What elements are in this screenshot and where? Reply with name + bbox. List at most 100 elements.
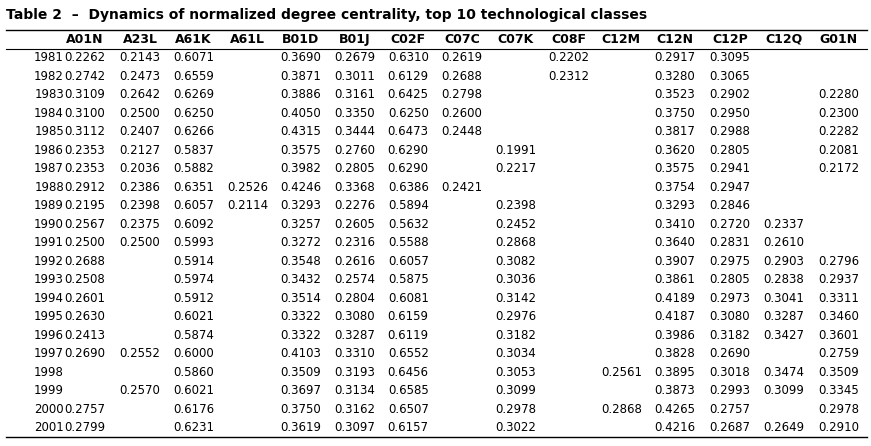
Text: 1991: 1991	[34, 236, 64, 249]
Text: 1998: 1998	[34, 366, 64, 379]
Text: 0.6266: 0.6266	[173, 125, 214, 138]
Text: 0.3861: 0.3861	[654, 273, 695, 286]
Text: 0.2202: 0.2202	[549, 51, 590, 64]
Text: 1982: 1982	[34, 70, 64, 83]
Text: 0.3986: 0.3986	[654, 329, 695, 342]
Text: 0.2114: 0.2114	[226, 199, 268, 212]
Text: C12N: C12N	[657, 33, 693, 46]
Text: 0.3142: 0.3142	[495, 292, 536, 305]
Text: 0.2947: 0.2947	[710, 181, 751, 194]
Text: 0.3311: 0.3311	[818, 292, 859, 305]
Text: A61L: A61L	[230, 33, 265, 46]
Text: 0.6559: 0.6559	[173, 70, 214, 83]
Text: 0.6231: 0.6231	[173, 421, 214, 434]
Text: 0.4103: 0.4103	[280, 347, 321, 360]
Text: 0.4187: 0.4187	[654, 310, 695, 323]
Text: 0.2316: 0.2316	[334, 236, 375, 249]
Text: 0.2552: 0.2552	[119, 347, 160, 360]
Text: 0.3109: 0.3109	[64, 88, 105, 101]
Text: 0.2973: 0.2973	[710, 292, 751, 305]
Text: 0.2421: 0.2421	[442, 181, 483, 194]
Text: 0.2912: 0.2912	[64, 181, 105, 194]
Text: 0.2353: 0.2353	[64, 162, 105, 175]
Text: 0.3509: 0.3509	[819, 366, 859, 379]
Text: 0.2386: 0.2386	[119, 181, 160, 194]
Text: C02F: C02F	[391, 33, 426, 46]
Text: 1995: 1995	[34, 310, 64, 323]
Text: 0.2757: 0.2757	[710, 403, 751, 416]
Text: 0.2448: 0.2448	[442, 125, 483, 138]
Text: 0.5914: 0.5914	[173, 255, 214, 268]
Text: 1999: 1999	[34, 384, 64, 397]
Text: 0.2407: 0.2407	[119, 125, 160, 138]
Text: 0.2616: 0.2616	[334, 255, 375, 268]
Text: 0.3640: 0.3640	[654, 236, 695, 249]
Text: 0.3097: 0.3097	[334, 421, 375, 434]
Text: 0.3034: 0.3034	[495, 347, 536, 360]
Text: 0.3444: 0.3444	[334, 125, 375, 138]
Text: 0.3514: 0.3514	[280, 292, 321, 305]
Text: 0.3080: 0.3080	[710, 310, 750, 323]
Text: 0.2600: 0.2600	[442, 107, 483, 120]
Text: 0.3873: 0.3873	[654, 384, 695, 397]
Text: 0.2375: 0.2375	[119, 218, 160, 231]
Text: 0.2500: 0.2500	[64, 236, 105, 249]
Text: 0.6250: 0.6250	[173, 107, 214, 120]
Text: 0.6092: 0.6092	[173, 218, 214, 231]
Text: 2001: 2001	[34, 421, 64, 434]
Text: 0.2846: 0.2846	[710, 199, 751, 212]
Text: 0.5837: 0.5837	[173, 144, 214, 157]
Text: 0.6057: 0.6057	[173, 199, 214, 212]
Text: 0.6000: 0.6000	[173, 347, 214, 360]
Text: 0.2831: 0.2831	[710, 236, 751, 249]
Text: 0.2398: 0.2398	[119, 199, 160, 212]
Text: 0.3193: 0.3193	[334, 366, 375, 379]
Text: Table 2  –  Dynamics of normalized degree centrality, top 10 technological class: Table 2 – Dynamics of normalized degree …	[6, 8, 647, 22]
Text: 0.2917: 0.2917	[654, 51, 695, 64]
Text: 0.3523: 0.3523	[654, 88, 695, 101]
Text: B01J: B01J	[339, 33, 370, 46]
Text: 1988: 1988	[34, 181, 64, 194]
Text: 0.3036: 0.3036	[495, 273, 536, 286]
Text: 0.6021: 0.6021	[173, 310, 214, 323]
Text: 0.3575: 0.3575	[654, 162, 695, 175]
Text: 0.2757: 0.2757	[64, 403, 105, 416]
Text: 0.3754: 0.3754	[654, 181, 695, 194]
Text: 0.2688: 0.2688	[442, 70, 483, 83]
Text: 0.2630: 0.2630	[64, 310, 105, 323]
Text: 0.3460: 0.3460	[818, 310, 859, 323]
Text: 0.2988: 0.2988	[710, 125, 751, 138]
Text: 0.2993: 0.2993	[710, 384, 751, 397]
Text: 0.2127: 0.2127	[119, 144, 160, 157]
Text: 0.3345: 0.3345	[819, 384, 859, 397]
Text: 0.3022: 0.3022	[495, 421, 536, 434]
Text: 0.3162: 0.3162	[334, 403, 375, 416]
Text: 1987: 1987	[34, 162, 64, 175]
Text: 0.2760: 0.2760	[334, 144, 375, 157]
Text: 0.5632: 0.5632	[388, 218, 429, 231]
Text: 0.3817: 0.3817	[654, 125, 695, 138]
Text: 0.2574: 0.2574	[334, 273, 375, 286]
Text: A01N: A01N	[66, 33, 104, 46]
Text: 1997: 1997	[34, 347, 64, 360]
Text: 0.2805: 0.2805	[710, 144, 751, 157]
Text: 0.2903: 0.2903	[763, 255, 804, 268]
Text: 0.2838: 0.2838	[763, 273, 804, 286]
Text: 0.2690: 0.2690	[64, 347, 105, 360]
Text: 0.3112: 0.3112	[64, 125, 105, 138]
Text: 0.3432: 0.3432	[280, 273, 321, 286]
Text: A23L: A23L	[123, 33, 158, 46]
Text: 0.2500: 0.2500	[119, 236, 160, 249]
Text: 0.3509: 0.3509	[280, 366, 321, 379]
Text: 0.2081: 0.2081	[818, 144, 859, 157]
Text: 0.2976: 0.2976	[495, 310, 536, 323]
Text: 0.2570: 0.2570	[119, 384, 160, 397]
Text: 0.3099: 0.3099	[763, 384, 804, 397]
Text: 0.6585: 0.6585	[388, 384, 429, 397]
Text: 0.2036: 0.2036	[119, 162, 160, 175]
Text: 0.2413: 0.2413	[64, 329, 105, 342]
Text: 0.2978: 0.2978	[495, 403, 536, 416]
Text: 0.3619: 0.3619	[280, 421, 321, 434]
Text: 0.4050: 0.4050	[280, 107, 321, 120]
Text: 0.3750: 0.3750	[654, 107, 695, 120]
